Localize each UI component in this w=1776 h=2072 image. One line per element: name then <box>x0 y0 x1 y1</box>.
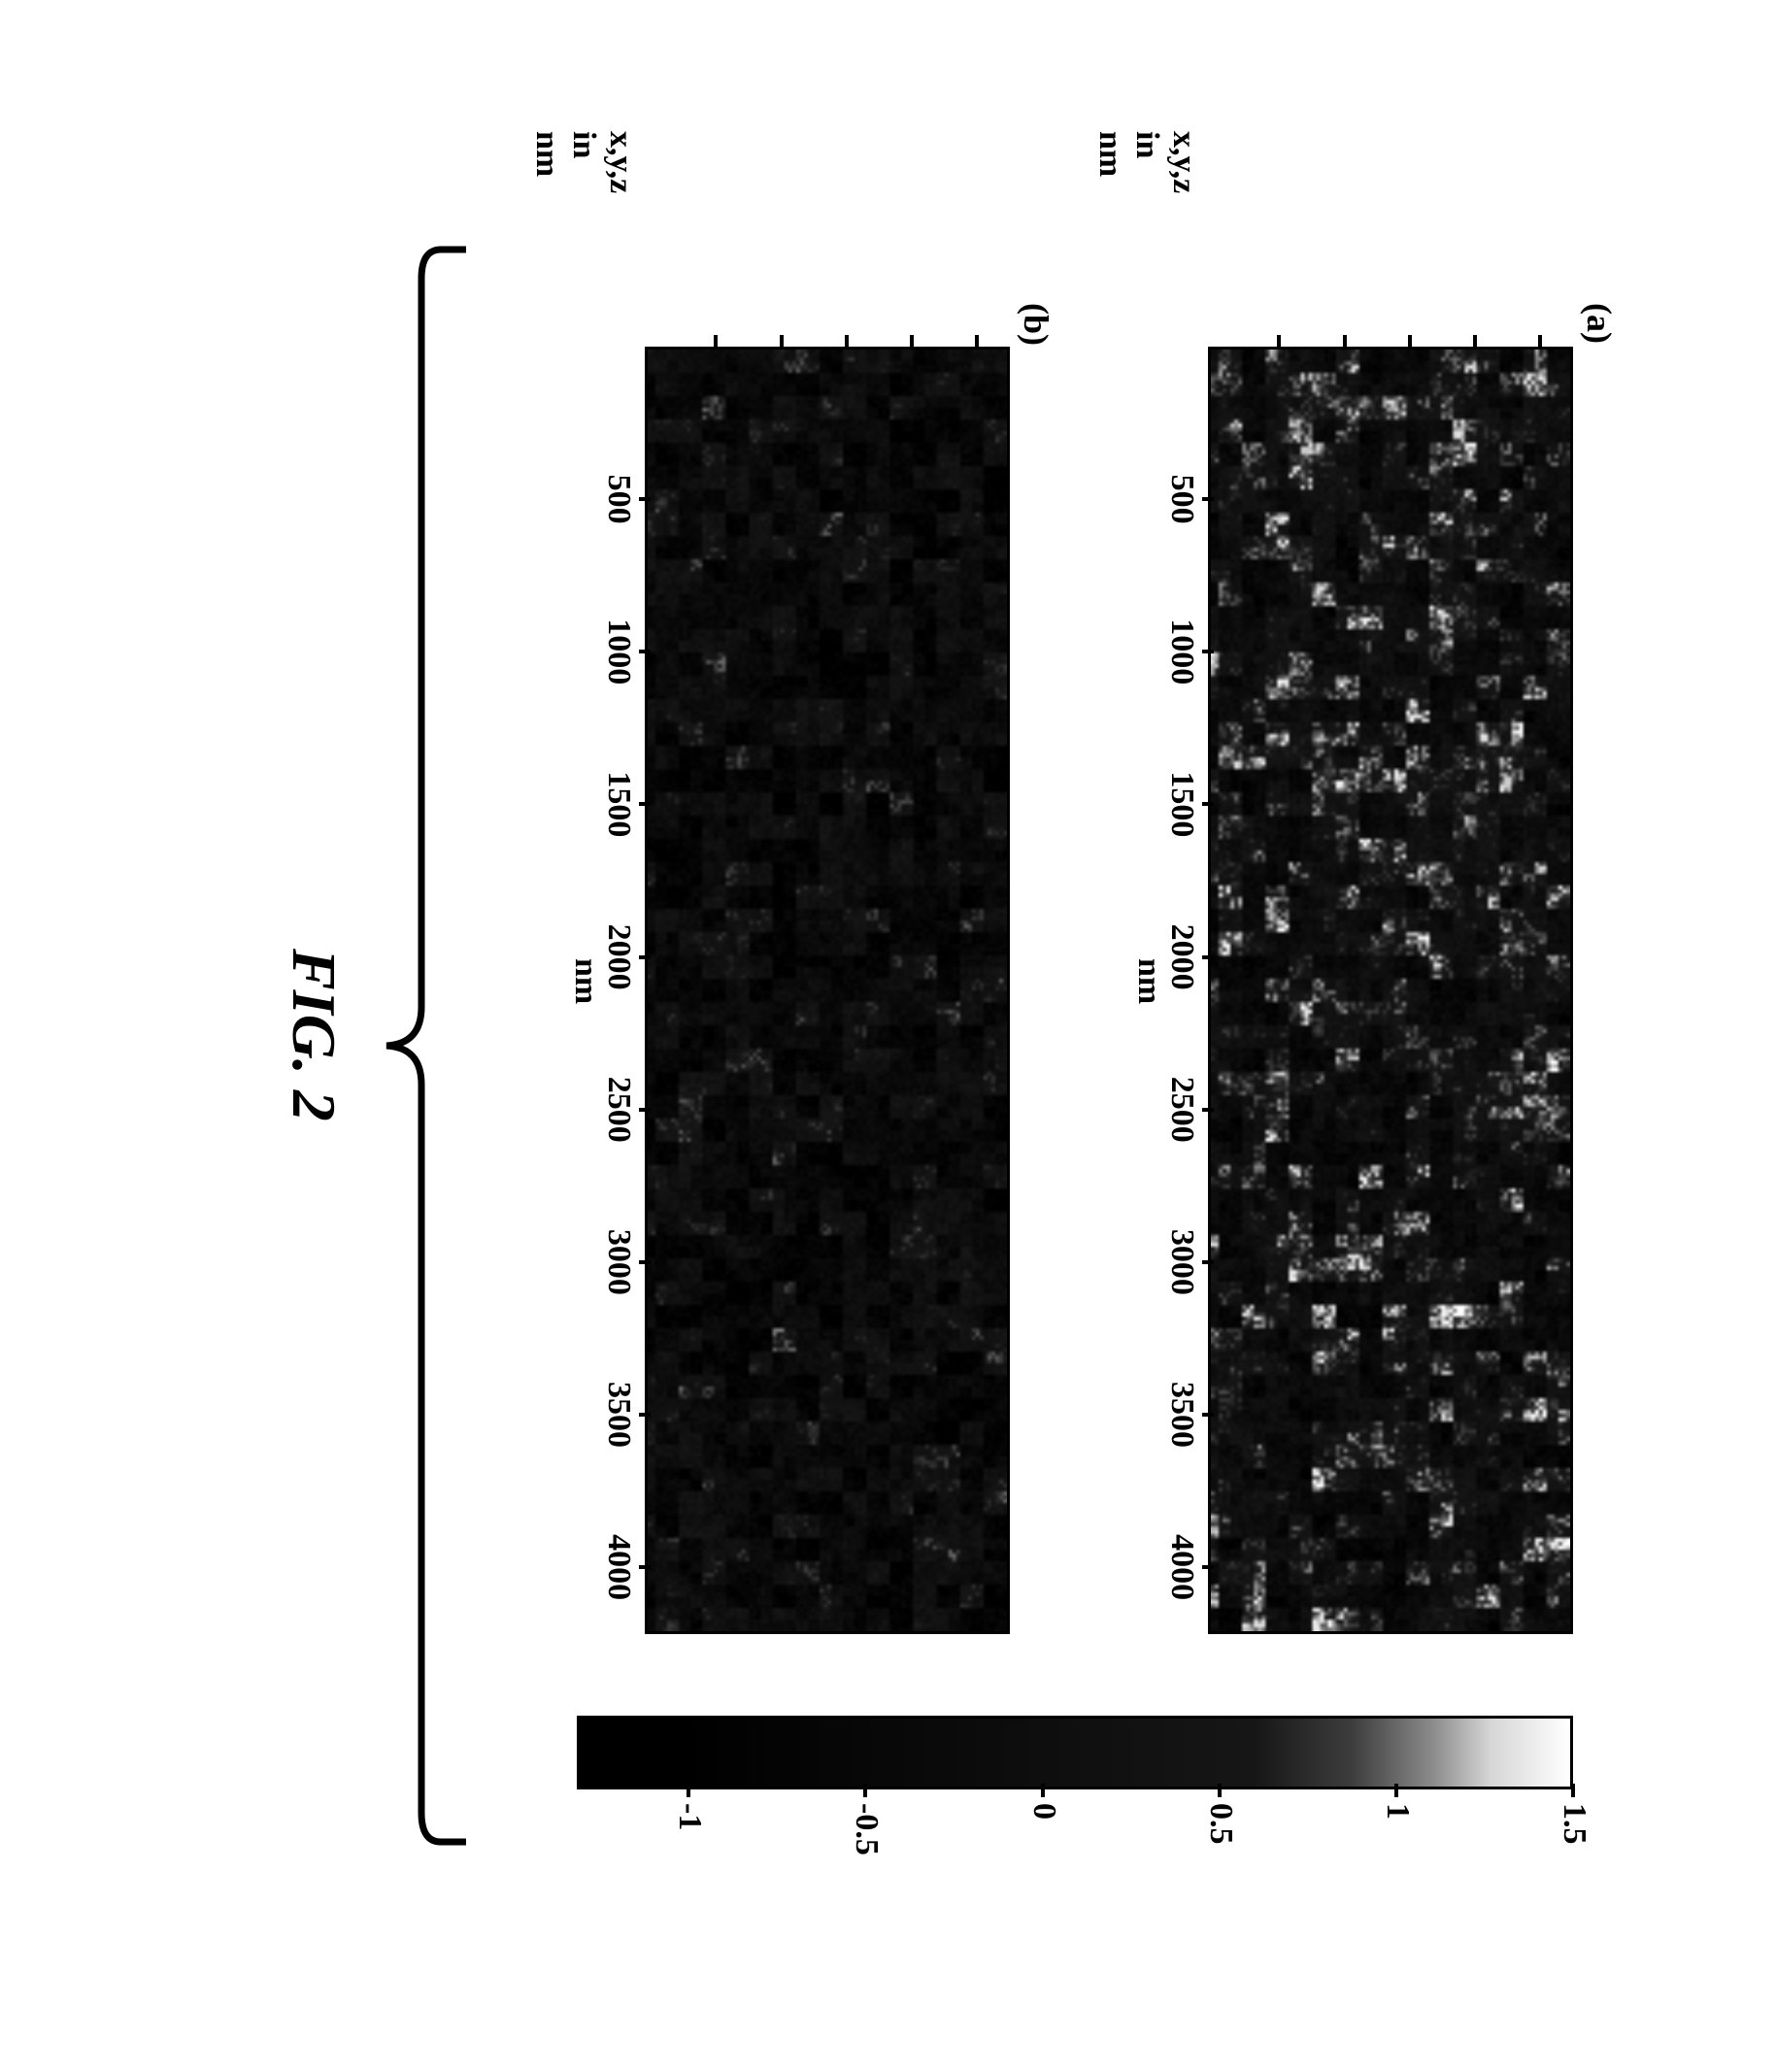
subplot-b-xticklabel: 3500 <box>600 1382 637 1448</box>
subplot-b-xticklabel: 3000 <box>600 1229 637 1295</box>
subplot-b-xticklabel: 2000 <box>600 924 637 990</box>
subplot-a-xtick <box>1202 1260 1214 1264</box>
colorbar-ticklabel: 1 <box>1378 1803 1415 1820</box>
subplot-b-xtick <box>639 497 651 501</box>
subplot-b-heatmap <box>645 347 1010 1634</box>
subplot-b-ytick <box>844 335 848 347</box>
subplot-b-ytick <box>910 335 914 347</box>
subplot-a-xtick <box>1202 955 1214 959</box>
subplot-a-xticklabel: 500 <box>1163 475 1200 524</box>
subplot-a-xtick <box>1202 1413 1214 1417</box>
subplot-b-ytick <box>714 335 718 347</box>
subplot-a-xtick <box>1202 497 1214 501</box>
subplot-a-xticklabel: 1500 <box>1163 771 1200 837</box>
subplot-b-xtick <box>639 650 651 653</box>
subplot-a-xticklabel: 1000 <box>1163 618 1200 685</box>
colorbar-ticklabel: 0.5 <box>1201 1803 1238 1845</box>
subplot-a-xticklabel: 3500 <box>1163 1382 1200 1448</box>
subplot-b-xtick <box>639 1108 651 1112</box>
subplot-a-ytick <box>1342 335 1346 347</box>
subplot-a-ytick <box>1277 335 1281 347</box>
subplot-a-xticklabel: 2500 <box>1163 1077 1200 1143</box>
subplot-b-xtick <box>639 1260 651 1264</box>
subplot-b-ytick <box>975 335 979 347</box>
subplot-a-xticklabel: 3000 <box>1163 1229 1200 1295</box>
subplot-a-ytick <box>1473 335 1477 347</box>
figure-brace-icon <box>359 230 476 1861</box>
colorbar-tick <box>1393 1784 1397 1797</box>
subplot-b-panel-letter: (b) <box>1016 303 1056 346</box>
subplot-a-ytick <box>1538 335 1542 347</box>
subplot-b-xticklabel: 1500 <box>600 771 637 837</box>
colorbar-ticklabel: -1 <box>671 1803 708 1830</box>
subplot-b-xtick <box>639 802 651 806</box>
subplot-b-xticklabel: 500 <box>600 475 637 524</box>
colorbar <box>577 1716 1573 1789</box>
colorbar-tick <box>687 1784 690 1797</box>
colorbar-ticklabel: -0.5 <box>848 1803 885 1855</box>
subplot-b-xtick <box>639 955 651 959</box>
subplot-b-xtick <box>639 1413 651 1417</box>
subplot-b-xticklabel: 1000 <box>600 618 637 685</box>
figure-2: (a) 2004006008001000 5001000150020002500… <box>136 114 1641 1958</box>
subplot-a-heatmap <box>1208 347 1573 1634</box>
colorbar-tick <box>1571 1784 1575 1797</box>
subplot-a-ylabel: x,y,z in nm <box>1091 131 1202 193</box>
subplot-a-panel-letter: (a) <box>1579 303 1620 344</box>
subplot-a-xticklabel: 4000 <box>1163 1534 1200 1600</box>
subplot-a-ytick <box>1407 335 1411 347</box>
colorbar-tick <box>1217 1784 1221 1797</box>
colorbar-tick <box>863 1784 867 1797</box>
subplot-a-xlabel: nm <box>1130 958 1167 1004</box>
subplot-b-xlabel: nm <box>567 958 604 1004</box>
subplot-a-xtick <box>1202 802 1214 806</box>
subplot-a-xticklabel: 2000 <box>1163 924 1200 990</box>
subplot-b-xticklabel: 2500 <box>600 1077 637 1143</box>
subplot-a-xtick <box>1202 1565 1214 1569</box>
colorbar-ticklabel: 1.5 <box>1556 1803 1592 1845</box>
subplot-a-xtick <box>1202 650 1214 653</box>
subplot-b-ylabel: x,y,z in nm <box>528 131 639 193</box>
colorbar-ticklabel: 0 <box>1024 1803 1061 1820</box>
subplot-a-xtick <box>1202 1108 1214 1112</box>
subplot-b-xticklabel: 4000 <box>600 1534 637 1600</box>
subplot-b-ytick <box>779 335 783 347</box>
figure-caption: FIG. 2 <box>278 949 350 1121</box>
subplot-b-xtick <box>639 1565 651 1569</box>
colorbar-tick <box>1040 1784 1044 1797</box>
